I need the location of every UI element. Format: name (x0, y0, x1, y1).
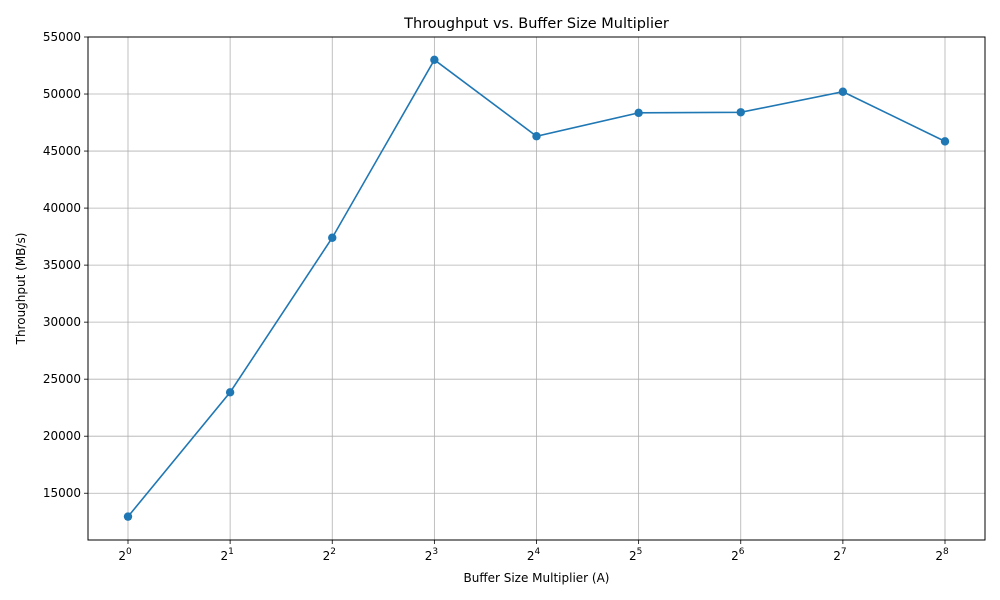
y-tick-label: 30000 (43, 315, 81, 329)
data-point (838, 87, 848, 96)
y-tick-label: 55000 (43, 30, 81, 44)
data-point (328, 233, 337, 242)
x-tick-exponent: 5 (637, 547, 643, 557)
data-point (123, 512, 133, 521)
y-tick-label: 45000 (43, 144, 81, 158)
x-tick-exponent: 6 (739, 547, 745, 557)
x-tick-exponent: 0 (126, 547, 132, 557)
data-point (430, 55, 439, 65)
x-tick-label: 24 (527, 547, 541, 563)
chart-title: Throughput vs. Buffer Size Multiplier (403, 16, 669, 32)
data-point (736, 108, 745, 117)
x-axis-label: Buffer Size Multiplier (A) (463, 571, 609, 585)
x-tick-exponent: 4 (534, 547, 540, 557)
y-tick-label: 25000 (43, 372, 81, 386)
y-axis-label: Throughput (MB/s) (14, 233, 28, 346)
data-point (225, 388, 235, 397)
x-tick-exponent: 3 (432, 547, 438, 557)
y-tick-label: 35000 (43, 258, 81, 272)
y-tick-label: 20000 (43, 429, 81, 443)
x-tick-label: 20 (118, 547, 132, 563)
x-tick-label: 25 (629, 547, 642, 563)
x-tick-label: 23 (425, 547, 438, 563)
grid (88, 36, 985, 540)
y-tick-label: 40000 (43, 201, 81, 215)
x-tick-exponent: 2 (330, 547, 336, 557)
ticks: 15000 20000 25000 30000 35000 40000 45000 50000… (43, 30, 949, 563)
y-tick-label: 15000 (43, 486, 81, 500)
x-tick-label: 21 (220, 547, 233, 563)
x-tick-exponent: 8 (943, 547, 949, 557)
x-tick-label: 22 (323, 547, 336, 563)
y-tick-label: 50000 (43, 87, 81, 101)
x-tick-label: 27 (833, 547, 846, 563)
data-point (532, 132, 541, 141)
x-tick-label: 26 (731, 547, 745, 563)
series-layer (123, 55, 950, 521)
x-tick-label: 28 (935, 547, 949, 563)
data-point (634, 108, 643, 118)
x-tick-exponent: 1 (228, 547, 234, 557)
x-tick-exponent: 7 (841, 547, 847, 557)
data-point (940, 137, 950, 146)
